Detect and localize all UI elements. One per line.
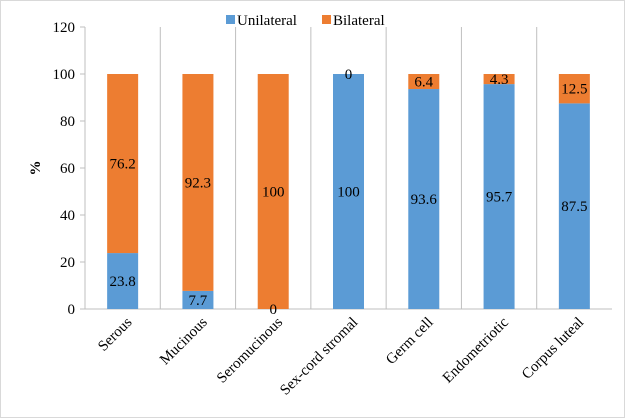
bar-bilateral-6 [483,74,515,85]
bar-unilateral-7 [558,103,590,309]
bar-bilateral-5 [408,74,440,90]
bar-bilateral-1 [107,74,139,254]
legend-swatch-bilateral [322,15,331,24]
data-label-unilateral: 0 [269,302,277,318]
data-label-unilateral: 95.7 [486,190,513,206]
data-label-bilateral: 0 [345,67,353,83]
data-label-bilateral: 4.3 [490,72,509,88]
y-tick-label: 120 [53,20,76,36]
bar-unilateral-2 [182,290,214,309]
data-label-bilateral: 76.2 [110,157,136,173]
bars-group [107,74,590,309]
bar-bilateral-2 [182,74,214,291]
bar-unilateral-6 [483,84,515,309]
data-label-bilateral: 6.4 [414,75,433,91]
data-label-bilateral: 92.3 [185,175,211,191]
y-tick-label: 80 [60,114,75,130]
bar-unilateral-1 [107,253,139,309]
y-tick-label: 20 [60,255,75,271]
bar-unilateral-5 [408,89,440,309]
legend-label-bilateral: Bilateral [333,13,385,29]
legend-label-unilateral: Unilateral [237,13,297,29]
y-tick-label: 60 [60,161,75,177]
bar-bilateral-7 [558,74,590,104]
data-label-unilateral: 7.7 [189,293,208,309]
y-axis-title: % [28,161,44,176]
data-label-unilateral: 100 [337,185,360,201]
bar-bilateral-3 [257,74,289,309]
y-tick-label: 100 [53,67,76,83]
bar-unilateral-4 [333,74,364,309]
legend-swatch-unilateral [226,15,235,24]
legend: Unilateral Bilateral [226,13,385,29]
data-label-bilateral: 100 [262,185,285,201]
data-label-unilateral: 23.8 [110,274,136,290]
data-labels-group: 23.8 76.2 7.7 92.3 0 100 100 0 93.6 6.4 95.7 4.3 87.… [110,67,588,318]
y-tick-label: 40 [60,208,75,224]
data-label-bilateral: 12.5 [561,82,587,98]
data-label-unilateral: 93.6 [411,192,438,208]
data-label-unilateral: 87.5 [561,199,587,215]
y-tick-label: 0 [68,302,76,318]
